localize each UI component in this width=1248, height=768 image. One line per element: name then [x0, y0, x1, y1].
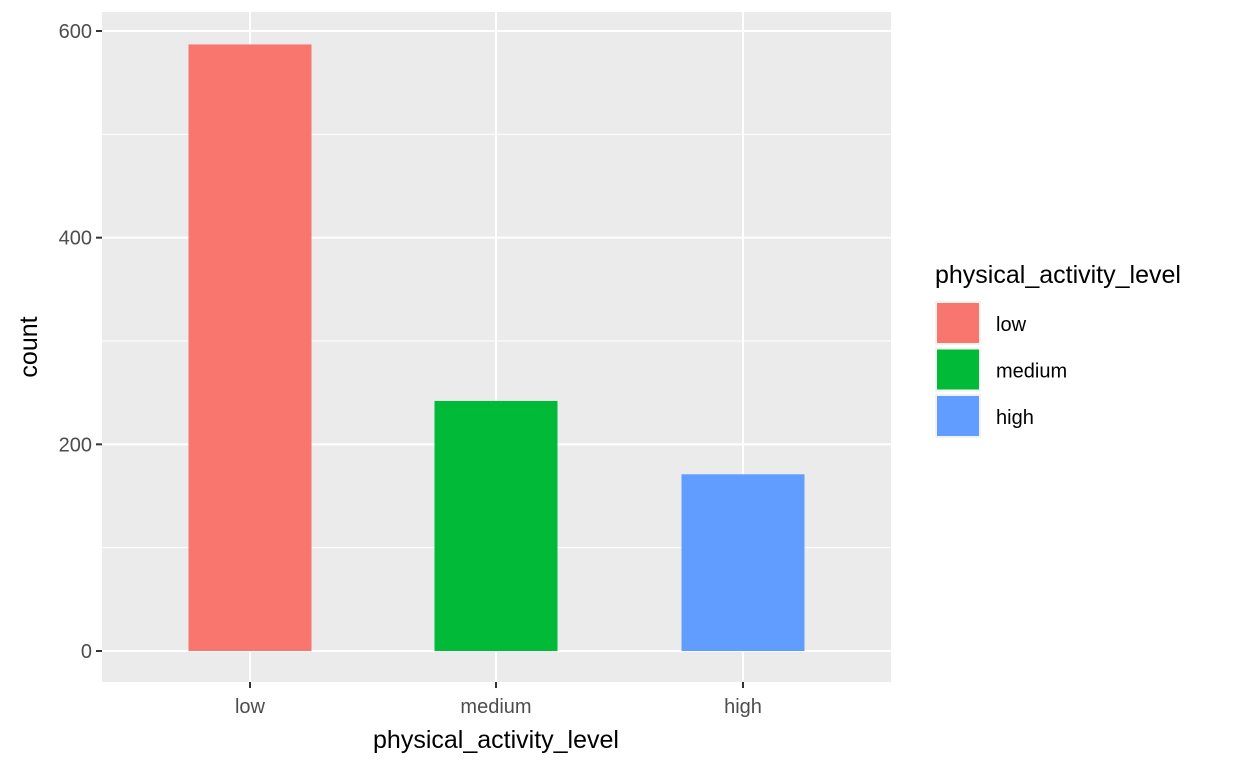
x-tick-label: medium: [460, 696, 531, 718]
x-axis-title: physical_activity_level: [373, 726, 619, 754]
legend-key-high: [937, 396, 979, 436]
x-tick-label: high: [724, 696, 762, 718]
bar-high: [681, 474, 805, 651]
legend-items: low medium high: [935, 301, 1067, 438]
y-axis-ticks: 0 200 400 600: [59, 21, 102, 663]
y-tick-label: 600: [59, 21, 92, 43]
legend: physical_activity_level low medium high: [935, 261, 1181, 438]
bar-low: [188, 44, 312, 651]
y-tick-label: 400: [59, 228, 92, 250]
legend-label: medium: [996, 361, 1067, 383]
bars: [188, 44, 805, 651]
legend-key-low: [937, 303, 979, 343]
legend-key-medium: [937, 349, 979, 390]
x-tick-label: low: [235, 696, 266, 718]
x-axis-ticks: low medium high: [235, 682, 762, 718]
legend-label: high: [996, 407, 1034, 429]
bar-medium: [434, 400, 558, 651]
legend-label: low: [996, 314, 1027, 336]
y-tick-label: 0: [81, 641, 92, 663]
y-tick-label: 200: [59, 434, 92, 456]
y-axis-title: count: [15, 316, 43, 377]
legend-title: physical_activity_level: [935, 261, 1181, 289]
